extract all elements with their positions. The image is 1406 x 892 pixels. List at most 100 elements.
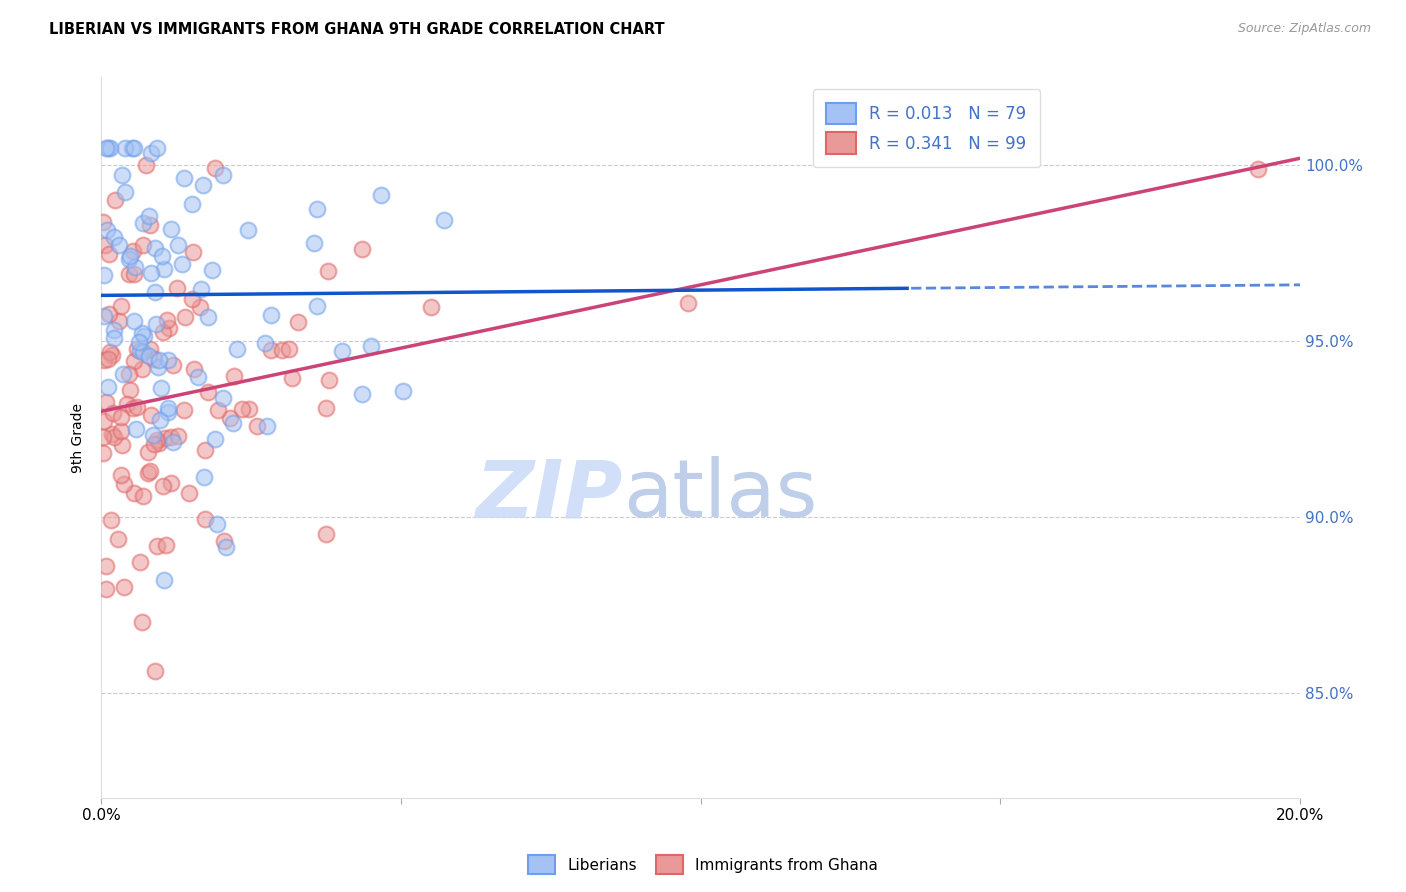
Point [238, 402, 260, 417]
Point [150, 249, 173, 263]
Point [121, 141, 143, 155]
Point [148, 435, 170, 450]
Point [318, 373, 340, 387]
Point [207, 402, 229, 417]
Point [307, 299, 329, 313]
Point [352, 387, 374, 401]
Text: Source: ZipAtlas.com: Source: ZipAtlas.com [1237, 22, 1371, 36]
Point [110, 424, 132, 438]
Point [231, 402, 253, 417]
Point [122, 485, 145, 500]
Point [100, 344, 122, 359]
Point [91, 446, 114, 460]
Point [127, 400, 149, 414]
Point [101, 426, 124, 441]
Point [188, 300, 211, 314]
Point [120, 249, 142, 263]
Point [120, 383, 142, 397]
Point [96, 223, 118, 237]
Point [139, 343, 162, 357]
Point [174, 310, 197, 324]
Point [194, 512, 217, 526]
Point [211, 391, 233, 405]
Point [330, 343, 353, 358]
Point [139, 464, 162, 478]
Point [124, 314, 146, 328]
Point [678, 295, 700, 310]
Point [146, 434, 169, 448]
Point [315, 401, 337, 415]
Point [134, 328, 156, 343]
Point [256, 419, 278, 434]
Point [193, 470, 215, 484]
Point [139, 218, 162, 232]
Point [128, 335, 150, 350]
Point [139, 409, 162, 423]
Point [173, 171, 195, 186]
Point [352, 243, 374, 257]
Point [112, 477, 135, 491]
Point [420, 300, 443, 314]
Point [177, 486, 200, 500]
Point [145, 317, 167, 331]
Point [132, 489, 155, 503]
Point [93, 413, 115, 427]
Text: LIBERIAN VS IMMIGRANTS FROM GHANA 9TH GRADE CORRELATION CHART: LIBERIAN VS IMMIGRANTS FROM GHANA 9TH GR… [49, 22, 665, 37]
Point [194, 442, 217, 457]
Y-axis label: 9th Grade: 9th Grade [72, 403, 86, 473]
Point [97, 307, 120, 321]
Point [212, 533, 235, 548]
Point [277, 343, 299, 357]
Point [148, 353, 170, 368]
Point [135, 158, 157, 172]
Point [212, 168, 235, 182]
Point [270, 343, 292, 358]
Point [138, 349, 160, 363]
Point [222, 416, 245, 430]
Point [100, 348, 122, 362]
Point [148, 413, 170, 427]
Point [103, 230, 125, 244]
Point [218, 410, 240, 425]
Point [190, 282, 212, 296]
Point [103, 406, 125, 420]
Point [180, 197, 202, 211]
Point [287, 315, 309, 329]
Point [152, 261, 174, 276]
Point [131, 326, 153, 340]
Point [156, 353, 179, 368]
Point [205, 516, 228, 531]
Legend: R = 0.013   N = 79, R = 0.341   N = 99: R = 0.013 N = 79, R = 0.341 N = 99 [813, 89, 1040, 167]
Point [111, 168, 134, 182]
Point [118, 267, 141, 281]
Point [152, 573, 174, 587]
Point [360, 339, 382, 353]
Point [302, 235, 325, 250]
Point [131, 615, 153, 630]
Point [125, 422, 148, 436]
Point [118, 252, 141, 266]
Point [97, 141, 120, 155]
Point [181, 292, 204, 306]
Point [103, 430, 125, 444]
Point [124, 141, 146, 155]
Point [1247, 161, 1270, 176]
Point [121, 401, 143, 416]
Point [197, 385, 219, 400]
Point [246, 419, 269, 434]
Point [370, 187, 392, 202]
Point [156, 405, 179, 419]
Point [98, 141, 121, 155]
Point [132, 216, 155, 230]
Point [316, 264, 339, 278]
Point [204, 432, 226, 446]
Point [108, 314, 131, 328]
Point [181, 244, 204, 259]
Point [114, 141, 136, 155]
Point [155, 431, 177, 445]
Point [183, 362, 205, 376]
Point [103, 323, 125, 337]
Point [143, 437, 166, 451]
Point [97, 380, 120, 394]
Point [305, 202, 328, 217]
